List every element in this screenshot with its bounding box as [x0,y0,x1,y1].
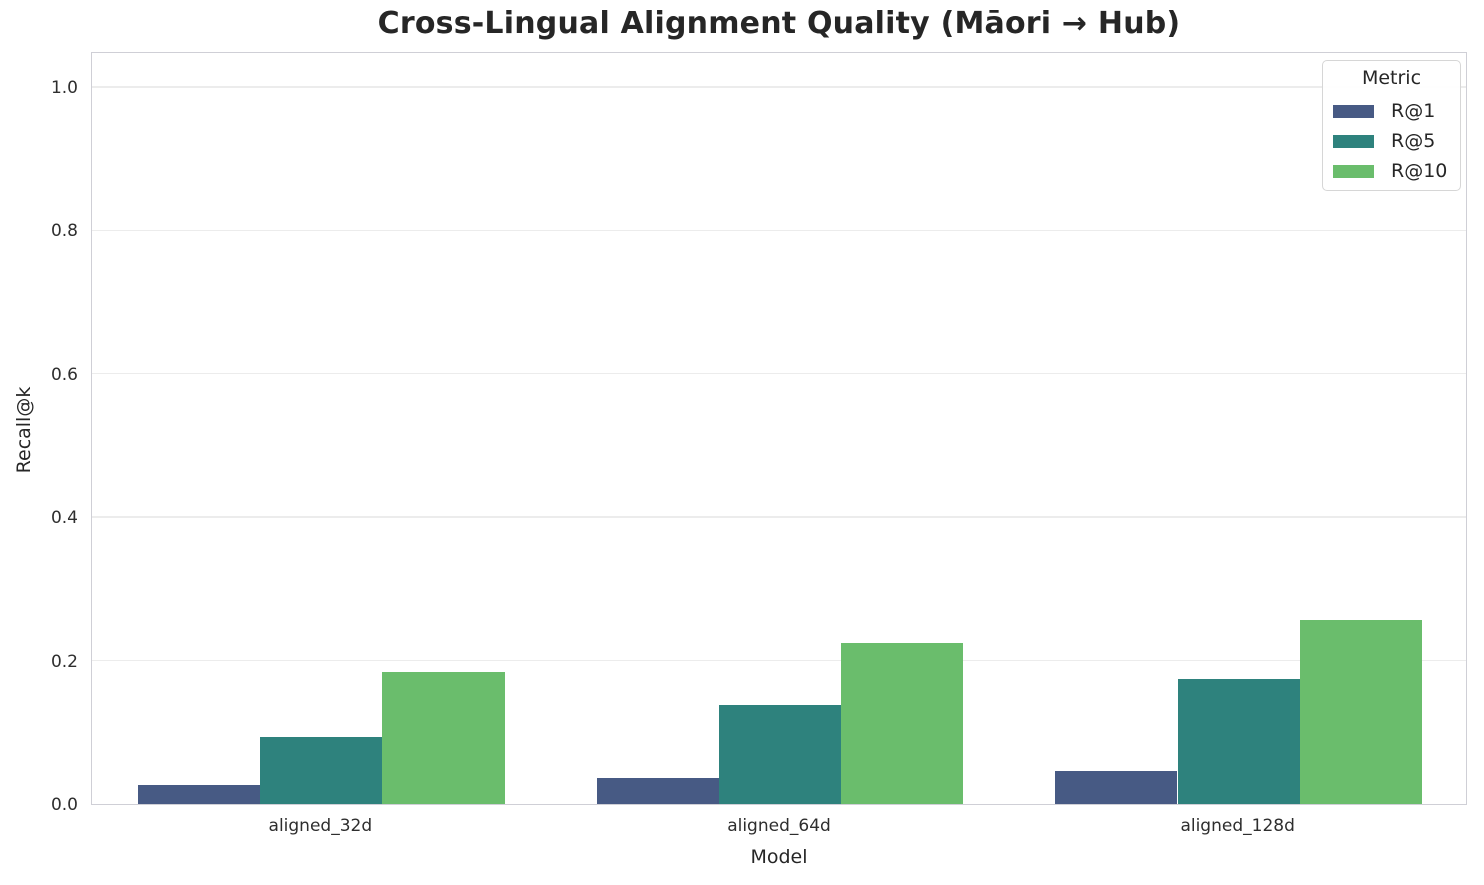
y-tick-label: 1.0 [50,77,78,98]
legend-item-R@10: R@10 [1323,156,1460,186]
y-tick-label: 0.8 [50,221,78,242]
x-tick-label-aligned_32d: aligned_32d [268,816,373,836]
gridline-y-0.4 [92,516,1466,518]
bar-R@5-aligned_128d [1177,678,1300,804]
legend-swatch-R@1 [1333,104,1374,118]
bar-R@10-aligned_128d [1299,619,1423,804]
legend-label-R@1: R@1 [1391,100,1436,122]
legend-swatch-R@10 [1333,164,1374,178]
bar-R@5-aligned_32d [260,737,383,804]
y-tick-label: 0.0 [50,795,78,815]
y-axis-label: Recall@k [13,386,35,474]
legend-item-R@1: R@1 [1323,96,1460,126]
y-tick-label: 0.6 [50,364,78,385]
legend-label-R@5: R@5 [1391,130,1436,152]
bar-R@1-aligned_128d [1055,771,1178,804]
chart-title: Cross-Lingual Alignment Quality (Māori →… [377,6,1181,41]
gridline-y-0.8 [92,229,1466,232]
y-tick-label: 0.2 [50,651,78,672]
legend-items: R@1 R@5 R@10 [1323,96,1460,186]
legend-title: Metric [1361,67,1422,89]
plot-area [91,52,1467,805]
bar-R@1-aligned_64d [596,778,719,804]
bar-R@5-aligned_64d [718,705,842,804]
gridline-y-0.6 [92,372,1466,375]
y-tick-label: 0.4 [50,508,78,529]
gridline-y-0.2 [92,659,1466,662]
x-axis-label: Model [750,846,808,868]
bar-R@10-aligned_32d [382,672,505,804]
bar-R@1-aligned_32d [137,785,261,804]
legend: Metric R@1 R@5 R@10 [1322,60,1461,191]
x-tick-label-aligned_128d: aligned_128d [1180,816,1295,836]
legend-item-R@5: R@5 [1323,126,1460,156]
legend-label-R@10: R@10 [1391,160,1448,182]
legend-swatch-R@5 [1333,134,1374,148]
x-tick-label-aligned_64d: aligned_64d [727,816,831,836]
gridline-y-1.0 [92,86,1466,88]
bar-R@10-aligned_64d [841,643,964,804]
